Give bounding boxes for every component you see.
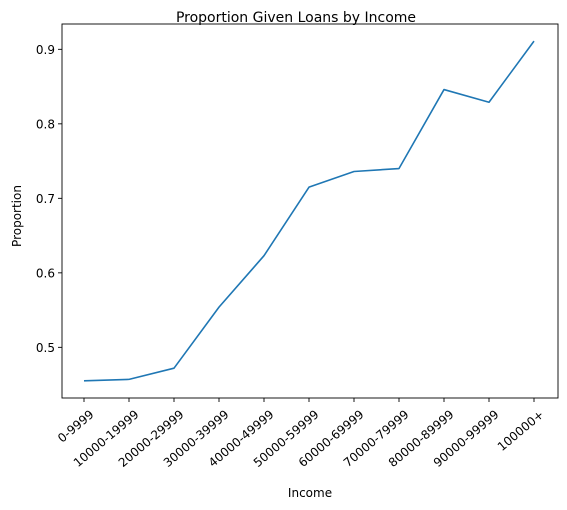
plot-area-frame bbox=[61, 23, 559, 399]
chart-title: Proportion Given Loans by Income bbox=[176, 10, 416, 26]
x-tick-label: 0-9999 bbox=[55, 407, 97, 445]
y-tick-label: 0.6 bbox=[36, 266, 55, 280]
y-tick-label: 0.5 bbox=[36, 341, 55, 355]
series-line bbox=[83, 40, 535, 382]
x-axis-ticks: 0-999910000-1999920000-2999930000-399994… bbox=[55, 398, 547, 470]
x-tick-label: 100000+ bbox=[495, 407, 547, 454]
x-axis-label: Income bbox=[288, 486, 332, 500]
y-axis-label: Proportion bbox=[10, 185, 24, 247]
y-tick-label: 0.8 bbox=[36, 117, 55, 131]
y-axis-ticks: 0.5 0.6 0.7 0.8 0.9 bbox=[36, 43, 62, 355]
y-tick-label: 0.7 bbox=[36, 192, 55, 206]
y-tick-label: 0.9 bbox=[36, 43, 55, 57]
